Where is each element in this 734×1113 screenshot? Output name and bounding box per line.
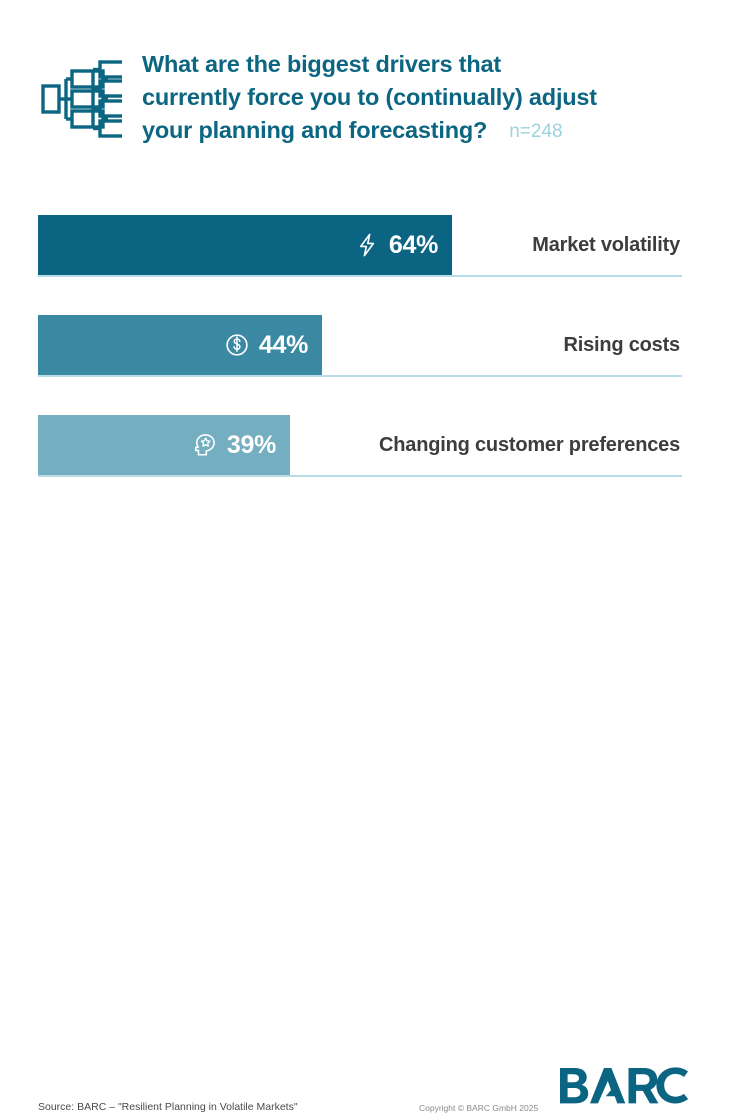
bar-track: 64% Market volatility <box>38 215 682 275</box>
header: What are the biggest drivers that curren… <box>0 0 734 185</box>
bar-value: 64% <box>388 230 438 259</box>
source-note: Source: BARC – "Resilient Planning in Vo… <box>38 1101 298 1113</box>
title-line-3: your planning and forecasting? <box>142 117 488 143</box>
bar-fill[interactable]: 39% <box>38 415 290 475</box>
bar-fill[interactable]: 64% <box>38 215 452 275</box>
bar-underline <box>38 375 682 377</box>
bar-value: 44% <box>258 330 308 359</box>
bar-row: 44% Rising costs <box>38 315 682 383</box>
barc-logo <box>558 1066 690 1108</box>
dollar-circle-icon <box>224 332 250 358</box>
title-line-2: currently force you to (continually) adj… <box>142 84 597 110</box>
bar-track: 39% Changing customer preferences <box>38 415 682 475</box>
bar-row: 64% Market volatility <box>38 215 682 283</box>
footer: Source: BARC – "Resilient Planning in Vo… <box>0 530 734 1113</box>
org-chart-hierarchy-icon <box>40 58 131 140</box>
page-title: What are the biggest drivers that curren… <box>142 48 702 149</box>
sample-size-label: n=248 <box>509 121 563 142</box>
bar-label: Market volatility <box>532 233 680 256</box>
lightning-bolt-icon <box>354 232 380 258</box>
bar-track: 44% Rising costs <box>38 315 682 375</box>
title-block: What are the biggest drivers that curren… <box>142 48 702 149</box>
bar-fill[interactable]: 44% <box>38 315 322 375</box>
bar-chart: 64% Market volatility 44% <box>38 215 682 490</box>
bar-value: 39% <box>226 430 276 459</box>
bar-underline <box>38 275 682 277</box>
copyright-note: Copyright © BARC GmbH 2025 <box>419 1103 539 1113</box>
title-line-3-wrap: your planning and forecasting? n=248 <box>142 114 702 149</box>
bar-underline <box>38 475 682 477</box>
bar-label: Rising costs <box>563 333 680 356</box>
bar-label: Changing customer preferences <box>379 433 680 456</box>
head-star-icon <box>192 432 218 458</box>
bar-row: 39% Changing customer preferences <box>38 415 682 483</box>
title-line-1: What are the biggest drivers that <box>142 51 502 77</box>
